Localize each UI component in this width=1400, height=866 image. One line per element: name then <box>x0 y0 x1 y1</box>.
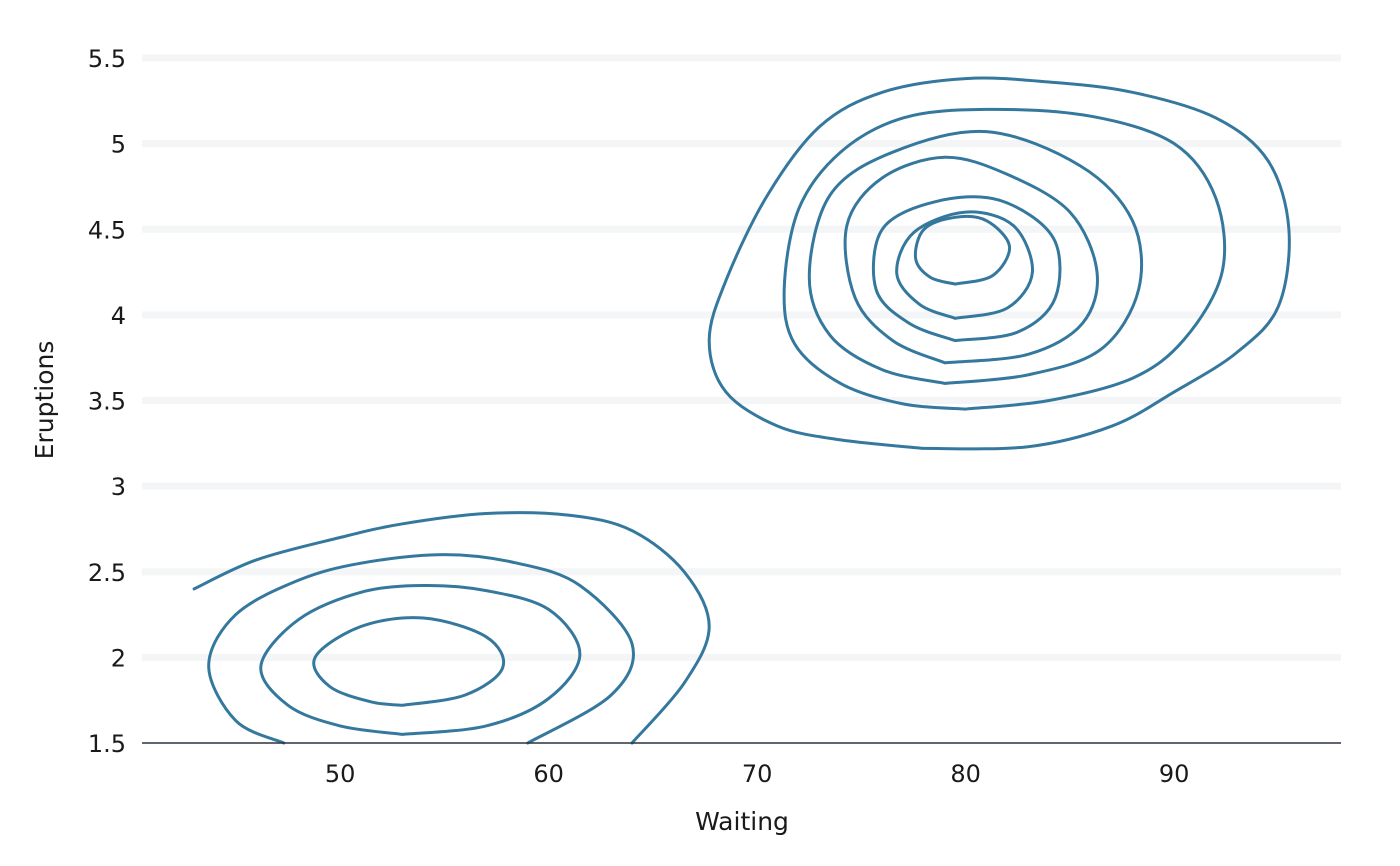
x-tick-label: 90 <box>1159 760 1190 788</box>
x-tick-label: 70 <box>742 760 773 788</box>
contour-line <box>807 129 1144 385</box>
contour-lines <box>192 76 1291 745</box>
contour-line <box>782 107 1227 411</box>
y-tick-label: 2 <box>111 644 126 672</box>
x-axis-title: Waiting <box>695 807 789 836</box>
y-tick-label: 3 <box>111 473 126 501</box>
contour-line <box>707 76 1291 451</box>
contour-line <box>259 583 582 736</box>
contour-line <box>207 553 635 745</box>
contour-line <box>192 511 711 745</box>
y-tick-label: 4 <box>111 302 126 330</box>
x-tick-label: 50 <box>325 760 356 788</box>
contour-line <box>871 195 1062 343</box>
contour-line <box>843 155 1099 365</box>
y-tick-label: 2.5 <box>88 559 126 587</box>
y-tick-label: 3.5 <box>88 388 126 416</box>
y-tick-label: 1.5 <box>88 730 126 758</box>
gridlines <box>142 54 1341 661</box>
y-tick-label: 5.5 <box>88 45 126 73</box>
contour-line <box>312 616 506 707</box>
y-tick-label: 5 <box>111 131 126 159</box>
contour-line <box>913 214 1012 286</box>
contour-line <box>895 210 1034 320</box>
x-axis-ticks: 50 60 70 80 90 <box>325 760 1190 788</box>
x-tick-label: 80 <box>950 760 981 788</box>
x-tick-label: 60 <box>533 760 564 788</box>
y-axis-title: Eruptions <box>30 341 59 460</box>
y-axis-ticks: 1.5 2 2.5 3 3.5 4 4.5 5 5.5 <box>88 45 126 758</box>
y-tick-label: 4.5 <box>88 216 126 244</box>
